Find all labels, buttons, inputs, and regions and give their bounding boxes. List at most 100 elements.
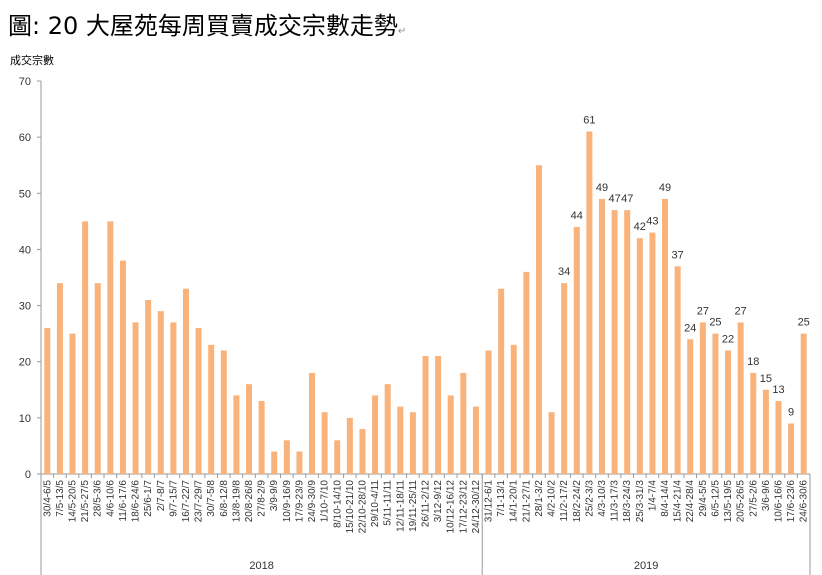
y-tick-label: 50 xyxy=(19,188,31,200)
x-tick-label: 15/10-21/10 xyxy=(345,480,356,534)
bar xyxy=(800,333,807,474)
x-tick-label: 27/5-2/6 xyxy=(748,480,759,517)
y-axis-label: 成交宗數 xyxy=(10,54,54,67)
x-tick-label: 1/10-7/10 xyxy=(320,480,331,523)
x-tick-label: 11/6-17/6 xyxy=(118,480,129,522)
bar xyxy=(258,401,265,474)
bar xyxy=(674,266,681,474)
y-tick-label: 10 xyxy=(19,413,31,425)
data-label: 47 xyxy=(621,193,633,205)
y-tick-label: 0 xyxy=(25,469,31,481)
bar xyxy=(788,423,795,474)
bar xyxy=(725,350,732,474)
data-label: 24 xyxy=(684,322,696,334)
y-tick-label: 60 xyxy=(19,132,31,144)
x-tick-label: 7/5-13/5 xyxy=(55,480,66,517)
x-tick-label: 6/8-12/8 xyxy=(219,480,230,517)
chart-title: 圖: 20 大屋苑每周買賣成交宗數走勢↵ xyxy=(8,6,406,41)
x-tick-label: 23/7-29/7 xyxy=(194,480,205,523)
bar xyxy=(359,429,366,474)
x-tick-label: 3/12-9/12 xyxy=(433,480,444,523)
x-tick-label: 24/6-30/6 xyxy=(799,480,810,523)
bar xyxy=(523,271,530,474)
x-tick-label: 2/7-8/7 xyxy=(156,480,167,512)
bar xyxy=(271,451,278,474)
bar xyxy=(699,322,706,474)
x-tick-label: 20/5-26/5 xyxy=(736,480,747,523)
data-label: 25 xyxy=(709,317,721,329)
bar xyxy=(687,339,694,474)
data-label: 27 xyxy=(697,305,709,317)
data-label: 9 xyxy=(788,406,794,418)
bar xyxy=(472,406,479,474)
bar xyxy=(498,288,505,474)
x-tick-label: 29/10-4/11 xyxy=(370,480,381,528)
bar xyxy=(737,322,744,474)
bar xyxy=(296,451,303,474)
x-tick-label: 24/9-30/9 xyxy=(307,480,318,523)
x-tick-label: 18/2-24/2 xyxy=(572,480,583,523)
x-tick-label: 26/11-2/12 xyxy=(421,480,432,528)
bar xyxy=(397,406,404,474)
x-tick-label: 19/11-25/11 xyxy=(408,480,419,532)
bar xyxy=(447,395,454,474)
x-tick-label: 25/3-31/3 xyxy=(635,480,646,523)
x-tick-label: 25/6-1/7 xyxy=(143,480,154,517)
bar xyxy=(409,412,416,474)
x-tick-label: 18/3-24/3 xyxy=(622,480,633,523)
bar xyxy=(346,417,353,474)
x-tick-label: 6/5-12/5 xyxy=(710,480,721,517)
y-tick-label: 70 xyxy=(19,76,31,88)
bar xyxy=(573,226,580,474)
x-tick-label: 5/11-11/11 xyxy=(383,480,394,526)
bar xyxy=(69,333,76,474)
x-tick-label: 25/2-3/3 xyxy=(584,480,595,517)
bar xyxy=(750,372,757,474)
bar xyxy=(107,221,114,474)
x-tick-label: 16/7-22/7 xyxy=(181,480,192,523)
x-tick-label: 24/12-30/12 xyxy=(471,480,482,534)
bar xyxy=(422,356,429,474)
x-tick-label: 9/7-15/7 xyxy=(168,480,179,517)
x-tick-label: 30/7-5/8 xyxy=(206,480,217,517)
x-tick-label: 7/1-13/1 xyxy=(496,480,507,517)
bar xyxy=(195,328,202,474)
data-label: 25 xyxy=(798,317,810,329)
data-label: 18 xyxy=(747,356,759,368)
data-label: 49 xyxy=(659,182,671,194)
x-tick-label: 10/9-16/9 xyxy=(282,480,293,523)
bar xyxy=(435,356,442,474)
x-tick-label: 21/5-27/5 xyxy=(80,480,91,523)
bar xyxy=(384,384,391,474)
data-label: 42 xyxy=(634,221,646,233)
bar xyxy=(283,440,290,474)
bar xyxy=(309,372,316,474)
x-tick-label: 30/4-6/5 xyxy=(42,480,53,517)
bar xyxy=(44,328,51,474)
data-label: 15 xyxy=(760,373,772,385)
bar xyxy=(611,210,618,474)
x-tick-label: 14/1-20/1 xyxy=(509,480,520,523)
data-label: 49 xyxy=(596,182,608,194)
data-label: 47 xyxy=(608,193,620,205)
bar xyxy=(510,344,517,474)
bar xyxy=(145,299,152,474)
x-tick-label: 8/4-14/4 xyxy=(660,480,671,517)
x-tick-label: 28/1-3/2 xyxy=(534,480,545,517)
x-tick-label: 13/5-19/5 xyxy=(723,480,734,523)
bar xyxy=(624,210,631,474)
x-tick-label: 8/10-14/10 xyxy=(332,480,343,528)
x-tick-label: 11/2-17/2 xyxy=(559,480,570,522)
group-label-2019: 2019 xyxy=(634,560,658,572)
x-tick-label: 18/6-24/6 xyxy=(131,480,142,523)
bar xyxy=(82,221,89,474)
data-label: 37 xyxy=(672,249,684,261)
x-tick-label: 29/4-5/5 xyxy=(698,480,709,517)
data-label: 13 xyxy=(772,384,784,396)
group-label-2018: 2018 xyxy=(249,560,273,572)
bar xyxy=(119,260,126,474)
bar xyxy=(535,165,542,474)
x-tick-label: 11/3-17/3 xyxy=(610,480,621,522)
x-tick-label: 10/12-16/12 xyxy=(446,480,457,534)
